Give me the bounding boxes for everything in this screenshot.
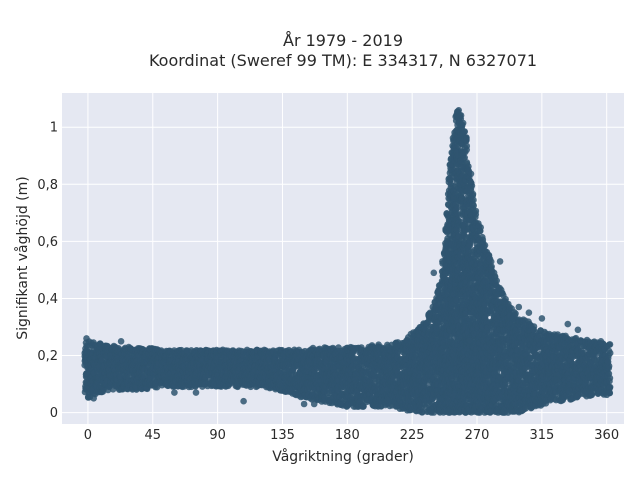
chart-subtitle: Koordinat (Sweref 99 TM): E 334317, N 63… [149,51,537,70]
data-point [457,112,465,119]
chart-title: År 1979 - 2019 [283,31,403,50]
scatter-points [81,107,614,416]
